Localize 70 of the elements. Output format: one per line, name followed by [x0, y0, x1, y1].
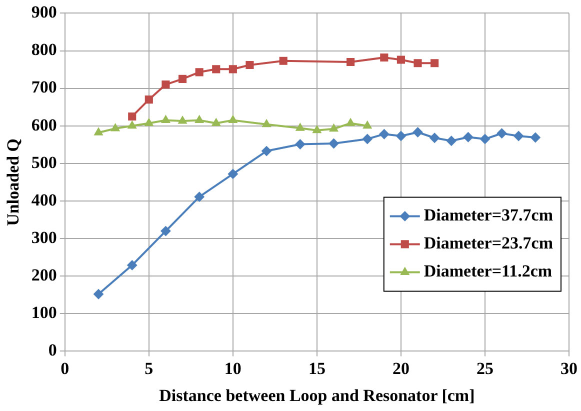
point — [262, 119, 271, 128]
point — [94, 128, 103, 136]
point — [312, 125, 322, 134]
point — [362, 134, 372, 144]
x-tick-label: 15 — [308, 358, 326, 378]
legend-label: Diameter=37.7cm — [424, 206, 554, 225]
point — [430, 132, 440, 143]
point — [110, 123, 120, 132]
point — [160, 226, 171, 236]
y-tick-label: 400 — [31, 190, 57, 210]
point — [195, 68, 204, 76]
x-tick-label: 30 — [560, 358, 578, 378]
legend-label: Diameter=23.7cm — [424, 234, 554, 253]
point — [414, 59, 422, 68]
y-tick-label: 100 — [31, 303, 57, 322]
point — [496, 128, 507, 138]
point — [212, 118, 221, 126]
point — [430, 59, 439, 68]
point — [396, 131, 406, 142]
x-tick-label: 20 — [392, 358, 410, 378]
point — [94, 289, 104, 300]
point — [380, 53, 388, 62]
point — [194, 115, 204, 123]
point — [362, 120, 372, 129]
point — [212, 65, 220, 74]
x-tick-label: 5 — [144, 358, 154, 378]
point — [463, 132, 474, 142]
point — [161, 115, 170, 123]
legend-label: Diameter=11.2cm — [424, 262, 552, 281]
point — [530, 132, 540, 143]
point — [228, 65, 237, 74]
x-tick-label: 25 — [476, 358, 494, 378]
point — [228, 115, 238, 123]
point — [178, 116, 187, 124]
x-tick-label: 10 — [224, 358, 242, 378]
point — [144, 96, 153, 104]
point — [346, 58, 355, 66]
point — [144, 118, 154, 126]
y-tick-label: 900 — [31, 2, 57, 22]
point — [246, 60, 254, 70]
point — [228, 168, 238, 179]
point — [162, 80, 170, 89]
y-axis-title: Unloaded Q — [4, 138, 23, 226]
y-tick-label: 500 — [31, 152, 57, 172]
point — [514, 131, 524, 142]
x-tick-label: 0 — [60, 358, 70, 378]
point — [379, 129, 390, 140]
point — [296, 123, 305, 131]
point — [329, 124, 338, 132]
y-tick-label: 700 — [31, 78, 57, 97]
point — [178, 74, 187, 83]
point — [346, 118, 355, 126]
x-axis-title: Distance between Loop and Resonator [cm] — [159, 386, 475, 406]
point — [328, 138, 339, 149]
point — [396, 56, 405, 64]
point — [480, 134, 490, 144]
y-tick-label: 600 — [31, 115, 57, 134]
point — [412, 127, 423, 138]
y-tick-label: 200 — [31, 265, 57, 284]
point — [446, 136, 456, 146]
point — [194, 192, 204, 202]
y-tick-label: 0 — [48, 340, 57, 360]
point — [262, 146, 272, 156]
point — [295, 139, 306, 150]
point — [279, 56, 288, 65]
point — [128, 120, 137, 129]
point — [127, 260, 138, 270]
y-tick-label: 800 — [31, 40, 57, 60]
point — [128, 112, 136, 121]
y-tick-label: 300 — [31, 228, 57, 247]
